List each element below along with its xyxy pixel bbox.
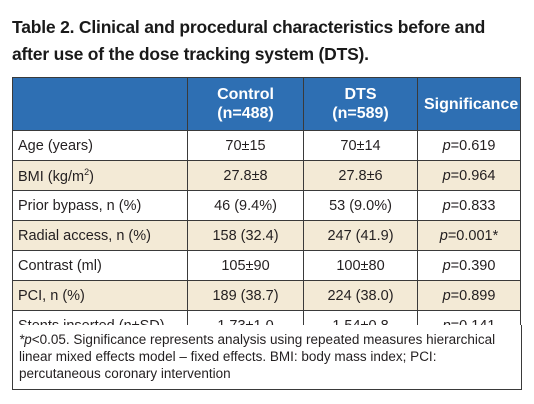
header-dts-label: DTS xyxy=(344,86,377,103)
dts-value: 27.8±6 xyxy=(303,160,418,191)
header-control-n: (n=488) xyxy=(217,105,274,122)
p-value: =0.390 xyxy=(450,257,496,274)
row-label: Age (years) xyxy=(12,130,188,161)
dts-value: 100±80 xyxy=(303,250,418,281)
p-symbol: p xyxy=(442,287,451,304)
control-value: 158 (32.4) xyxy=(187,220,304,251)
table-row: PCI, n (%) 189 (38.7) 224 (38.0) p=0.899 xyxy=(12,280,521,311)
footnote-text: <0.05. Significance represents analysis … xyxy=(19,332,496,381)
dts-value: 70±14 xyxy=(303,130,418,161)
significance-value: p=0.390 xyxy=(417,250,521,281)
significance-value: p=0.001* xyxy=(417,220,521,251)
header-dts: DTS (n=589) xyxy=(303,77,418,131)
significance-value: p=0.833 xyxy=(417,190,521,221)
table-row: Prior bypass, n (%) 46 (9.4%) 53 (9.0%) … xyxy=(12,190,521,221)
table-row: Contrast (ml) 105±90 100±80 p=0.390 xyxy=(12,250,521,281)
dts-value: 247 (41.9) xyxy=(303,220,418,251)
p-symbol: p xyxy=(442,257,451,274)
table-row: BMI (kg/m2) 27.8±8 27.8±6 p=0.964 xyxy=(12,160,521,191)
header-control: Control (n=488) xyxy=(187,77,304,131)
table-header-row: Control (n=488) DTS (n=589) Significance xyxy=(12,77,521,131)
table-caption: Table 2. Clinical and procedural charact… xyxy=(12,17,486,64)
row-label: Prior bypass, n (%) xyxy=(12,190,188,221)
header-control-label: Control xyxy=(217,86,274,103)
table-row: Age (years) 70±15 70±14 p=0.619 xyxy=(12,130,521,161)
control-value: 70±15 xyxy=(187,130,304,161)
p-symbol: p xyxy=(442,167,451,184)
p-value: =0.833 xyxy=(450,197,496,214)
p-value: =0.899 xyxy=(450,287,496,304)
p-symbol: p xyxy=(442,197,451,214)
header-dts-n: (n=589) xyxy=(332,105,389,122)
row-label: Contrast (ml) xyxy=(12,250,188,281)
p-symbol: p xyxy=(442,137,451,154)
table-footnote: *p<0.05. Significance represents analysi… xyxy=(12,325,522,390)
dts-value: 224 (38.0) xyxy=(303,280,418,311)
dts-value: 53 (9.0%) xyxy=(303,190,418,221)
p-value: =0.001* xyxy=(447,227,499,244)
p-symbol: p xyxy=(439,227,448,244)
significance-value: p=0.964 xyxy=(417,160,521,191)
control-value: 189 (38.7) xyxy=(187,280,304,311)
table-row: Radial access, n (%) 158 (32.4) 247 (41.… xyxy=(12,220,521,251)
characteristics-table: Control (n=488) DTS (n=589) Significance… xyxy=(12,77,521,341)
header-significance: Significance xyxy=(417,77,521,131)
row-label: BMI (kg/m2) xyxy=(12,160,188,191)
significance-value: p=0.619 xyxy=(417,130,521,161)
p-value: =0.619 xyxy=(450,137,496,154)
p-value: =0.964 xyxy=(450,167,496,184)
control-value: 105±90 xyxy=(187,250,304,281)
footnote-marker: *p xyxy=(19,332,32,347)
row-label: PCI, n (%) xyxy=(12,280,188,311)
control-value: 27.8±8 xyxy=(187,160,304,191)
control-value: 46 (9.4%) xyxy=(187,190,304,221)
row-label: Radial access, n (%) xyxy=(12,220,188,251)
significance-value: p=0.899 xyxy=(417,280,521,311)
header-blank-cell xyxy=(12,77,188,131)
